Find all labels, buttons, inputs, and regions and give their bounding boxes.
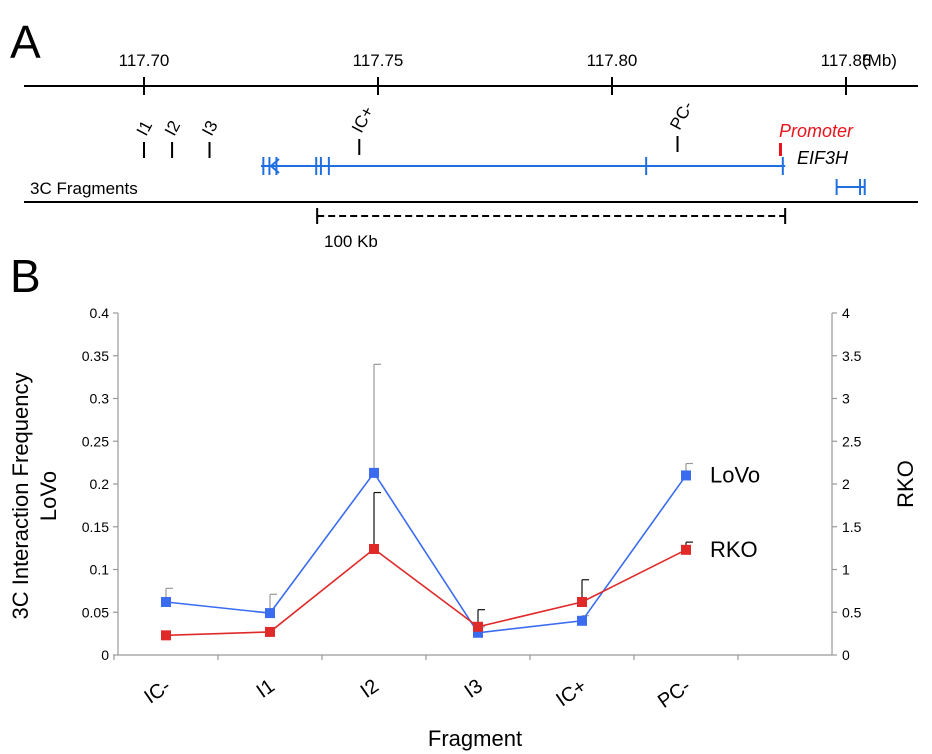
rko-series-label: RKO [710, 537, 758, 562]
scale-bar [316, 208, 787, 224]
genome-axis-ticks: 117.70 117.75 117.80 117.85 [119, 51, 872, 95]
genome-tick-label-0: 117.70 [119, 51, 170, 70]
x-tick-label-4: IC+ [552, 675, 591, 711]
fragment-label-5: PC- [666, 98, 697, 133]
right-tick-label-5: 2.5 [842, 433, 862, 449]
panel-b-label: B [10, 250, 41, 302]
promoter-label: Promoter [779, 121, 854, 141]
lovo-line [165, 471, 687, 634]
right-tick-label-8: 4 [842, 305, 850, 321]
left-tick-label-7: 0.35 [82, 348, 109, 364]
genome-axis-unit: (Mb) [862, 51, 897, 70]
lovo-point-0 [161, 596, 171, 607]
rko-point-4 [577, 596, 587, 607]
lovo-point-5 [681, 470, 691, 481]
rko-point-0 [161, 630, 171, 641]
left-tick-label-0: 0 [101, 647, 109, 663]
lovo-point-1 [265, 608, 275, 619]
track-label: 3C Fragments [30, 179, 138, 198]
line-chart: 0 0.05 0.1 0.15 0.2 0.25 0.3 0.35 0.4 0 0.5 1 1.5 2 2.… [8, 305, 918, 751]
right-tick-label-3: 1.5 [842, 519, 862, 535]
panel-a-label: A [10, 16, 41, 68]
x-axis-label: Fragment [428, 726, 522, 751]
fragment-label-4: IC+ [348, 103, 377, 136]
series-rko: RKO [161, 491, 758, 641]
x-tick-label-1: I1 [253, 675, 279, 703]
fragment-label-1: I1 [133, 117, 156, 138]
rko-point-2 [369, 543, 379, 554]
left-tick-label-5: 0.25 [82, 433, 109, 449]
genome-tick-label-1: 117.75 [353, 51, 404, 70]
lovo-point-2 [369, 467, 379, 478]
fragment-label-3: I3 [198, 117, 221, 138]
x-tick-label-2: I2 [357, 675, 383, 703]
panel-b: B 0 0.05 0.1 0.15 0.2 0.25 0.3 0.35 0.4 0 0.5 1 1.5 2… [8, 250, 918, 751]
x-tick-label-3: I3 [461, 675, 487, 703]
x-tick-label-0: IC- [140, 675, 174, 708]
rko-point-5 [681, 544, 691, 555]
right-tick-label-6: 3 [842, 391, 850, 407]
left-tick-label-2: 0.1 [90, 562, 110, 578]
left-tick-label-4: 0.2 [90, 476, 110, 492]
promoter-marker: Promoter [778, 121, 854, 156]
left-tick-label-3: 0.15 [82, 519, 109, 535]
lovo-series-label: LoVo [710, 462, 760, 487]
scale-bar-label: 100 Kb [324, 232, 378, 251]
lovo-point-3 [473, 627, 483, 638]
left-tick-label-6: 0.3 [90, 391, 110, 407]
right-tick-label-7: 3.5 [842, 348, 862, 364]
right-tick-label-1: 0.5 [842, 604, 862, 620]
left-tick-label-8: 0.4 [90, 305, 110, 321]
y-axis-label-line-1: LoVo [36, 471, 61, 521]
y-axis-label-line-0: 3C Interaction Frequency [8, 372, 33, 619]
lovo-point-4 [577, 615, 587, 626]
genome-tick-label-2: 117.80 [587, 51, 638, 70]
left-tick-label-1: 0.05 [82, 604, 109, 620]
fragment-label-2: I2 [161, 117, 184, 138]
genome-tick-label-3: 117.85 [821, 51, 872, 70]
rko-point-1 [265, 626, 275, 637]
right-y-axis-label: RKO [893, 460, 918, 508]
gene-track [261, 157, 866, 195]
series-lovo: LoVo [161, 363, 760, 638]
right-tick-label-4: 2 [842, 476, 850, 492]
right-tick-label-0: 0 [842, 647, 850, 663]
gene-label: EIF3H [797, 148, 849, 168]
right-tick-label-2: 1 [842, 562, 850, 578]
x-tick-label-5: PC- [654, 675, 695, 713]
rko-line [165, 547, 687, 637]
gene-strand-arrow-icon [269, 158, 280, 174]
rko-point-3 [473, 621, 483, 632]
